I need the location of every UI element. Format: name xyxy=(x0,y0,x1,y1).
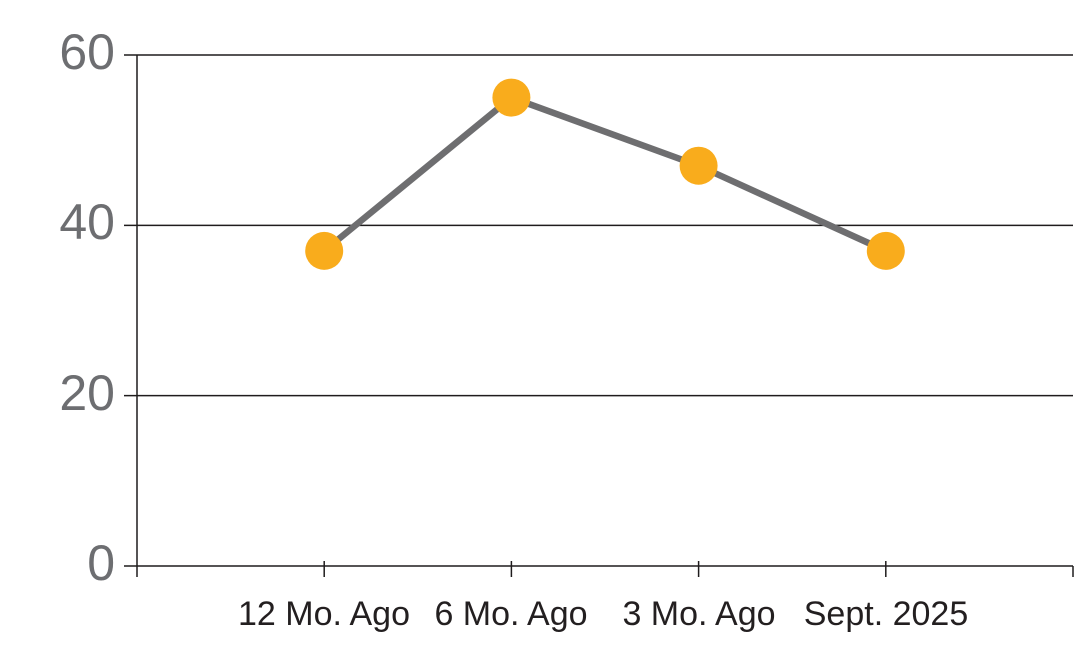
y-axis-tick-label-0: 0 xyxy=(87,535,115,591)
series-layer xyxy=(305,78,905,270)
x-axis-category-label-3-mo-ago: 3 Mo. Ago xyxy=(622,595,775,633)
y-axis-tick-label-40: 40 xyxy=(59,194,115,250)
data-point-marker-0 xyxy=(305,231,344,270)
x-axis-category-label-12-mo-ago: 12 Mo. Ago xyxy=(238,595,410,633)
x-axis-category-label-sept-2025: Sept. 2025 xyxy=(804,595,968,633)
data-point-marker-1 xyxy=(492,78,531,117)
x-axis-category-label-6-mo-ago: 6 Mo. Ago xyxy=(434,595,587,633)
y-axis-tick-label-20: 20 xyxy=(59,365,115,421)
x-axis-category-labels: 12 Mo. Ago 6 Mo. Ago 3 Mo. Ago Sept. 202… xyxy=(238,595,968,633)
data-point-marker-3 xyxy=(866,231,905,270)
data-point-marker-2 xyxy=(679,146,718,185)
grid-layer xyxy=(124,54,1074,577)
y-axis-tick-label-60: 60 xyxy=(59,24,115,80)
y-axis-tick-labels: 60 40 20 0 xyxy=(59,24,115,591)
series-line xyxy=(322,93,888,254)
